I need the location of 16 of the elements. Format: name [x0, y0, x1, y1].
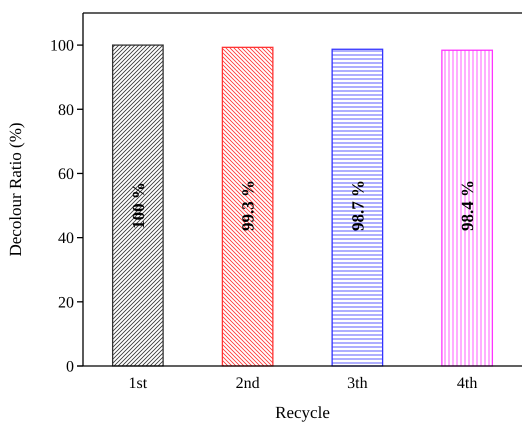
- y-tick-label: 100: [50, 38, 74, 55]
- data-label: 98.4 %: [458, 180, 478, 232]
- y-tick-label: 60: [58, 166, 74, 184]
- y-tick-label: 20: [58, 294, 74, 312]
- x-axis-title: Recycle: [275, 403, 330, 422]
- y-axis-title: Decolour Ratio (%): [6, 122, 25, 257]
- data-label: 98.7 %: [348, 180, 368, 232]
- x-tick-label: 2nd: [236, 375, 260, 392]
- y-tick-label: 0: [66, 358, 74, 376]
- x-tick-label: 1st: [128, 375, 148, 392]
- y-tick-label: 40: [58, 230, 74, 248]
- data-label: 100 %: [128, 182, 148, 229]
- x-tick-label: 4th: [456, 375, 478, 392]
- y-tick-label: 80: [58, 102, 74, 119]
- x-tick-label: 3th: [347, 375, 368, 392]
- data-label: 99.3 %: [238, 180, 258, 232]
